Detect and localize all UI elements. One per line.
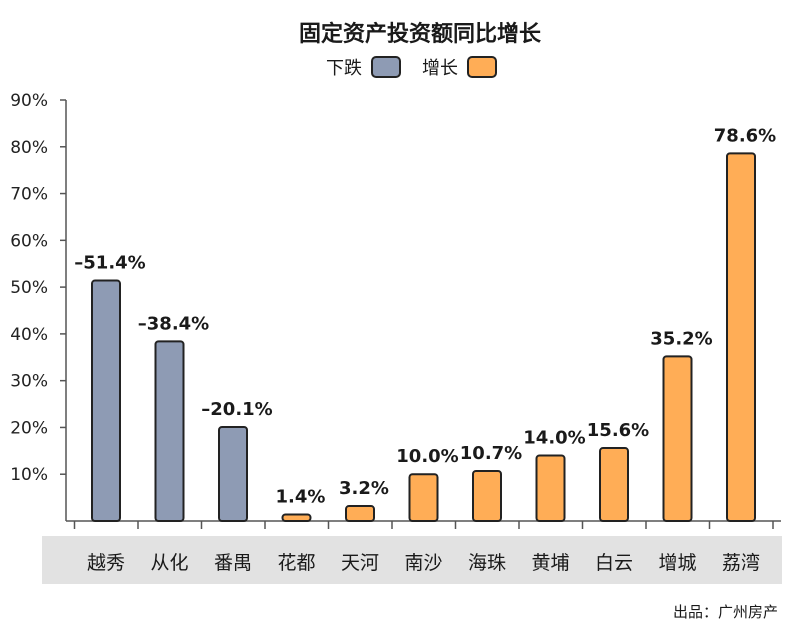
category-label: 天河 <box>341 552 379 574</box>
bar-8 <box>535 454 566 522</box>
data-label: 1.4% <box>276 486 326 507</box>
category-label: 花都 <box>277 552 315 574</box>
category-label: 黄埔 <box>531 552 569 574</box>
bar-9 <box>599 447 629 523</box>
data-label: –20.1% <box>201 399 272 420</box>
category-label: 海珠 <box>468 552 506 574</box>
y-tick-label: 80% <box>10 138 48 158</box>
legend-label-decline: 下跌 <box>326 58 362 79</box>
bar-10 <box>662 355 693 522</box>
y-tick-label: 50% <box>10 278 48 298</box>
data-label: 3.2% <box>339 478 389 499</box>
y-tick-label: 40% <box>10 325 48 345</box>
category-label: 越秀 <box>87 552 125 574</box>
category-label: 番禺 <box>214 552 252 574</box>
data-label: 14.0% <box>523 428 585 449</box>
bar-4 <box>281 513 312 522</box>
category-label: 白云 <box>595 552 633 574</box>
category-label: 从化 <box>150 552 188 574</box>
y-tick-label: 60% <box>10 231 48 251</box>
y-tick-label: 10% <box>10 465 48 485</box>
legend: 下跌 增长 <box>326 56 497 79</box>
data-label: 35.2% <box>650 328 712 349</box>
category-labels: 越秀 从化 番禺 花都 天河 南沙 海珠 黄埔 白云 增城 荔湾 <box>87 552 760 574</box>
source-credit: 出品：广州房产 <box>673 603 778 621</box>
bar-3 <box>218 425 248 522</box>
x-axis <box>66 520 781 529</box>
data-labels: –51.4% –38.4% –20.1% 1.4% 3.2% 10.0% 10.7%14.0… <box>74 125 776 507</box>
data-label: 10.0% <box>396 446 458 467</box>
y-tick-label: 30% <box>10 372 48 392</box>
chart-title: 固定资产投资额同比增长 <box>299 21 542 47</box>
y-axis: 10% 20% 30% 40% 50% 60% 70% 80% 90% <box>10 91 67 521</box>
legend-swatch-growth <box>467 56 497 78</box>
category-label: 荔湾 <box>722 552 760 574</box>
bar-7 <box>472 469 502 523</box>
data-label: 78.6% <box>714 125 776 146</box>
y-tick-label: 20% <box>10 418 48 438</box>
bar-11 <box>726 152 756 522</box>
category-label: 南沙 <box>404 552 442 574</box>
data-label: –51.4% <box>74 253 145 274</box>
data-label: 15.6% <box>587 420 649 441</box>
category-band <box>42 536 782 584</box>
category-label: 增城 <box>658 552 696 574</box>
data-label: –38.4% <box>138 313 209 334</box>
bar-1 <box>91 279 121 522</box>
y-tick-label: 90% <box>10 91 48 111</box>
bars <box>91 152 756 523</box>
bar-2 <box>154 340 185 522</box>
data-label: 10.7% <box>460 443 522 464</box>
y-tick-label: 70% <box>10 185 48 205</box>
bar-5 <box>345 505 375 522</box>
bar-6 <box>408 473 439 523</box>
legend-label-growth: 增长 <box>422 58 458 79</box>
legend-swatch-decline <box>371 56 401 78</box>
